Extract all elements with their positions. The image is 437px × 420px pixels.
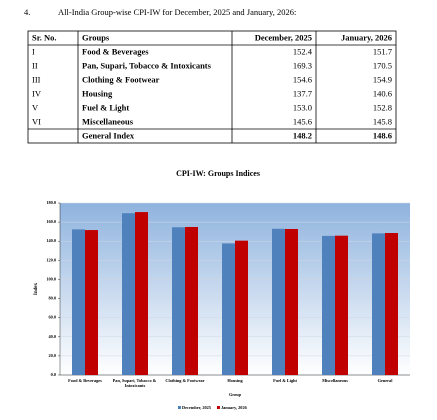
table-cell: 170.5 xyxy=(373,60,392,70)
column-header: December, 2025 xyxy=(255,32,312,42)
x-tick-label: Pan, Supari, Tobacco & Intoxicants xyxy=(113,378,158,388)
table-cell: 152.4 xyxy=(293,46,313,56)
table-cell: V xyxy=(32,102,39,112)
table-cell: Fuel & Light xyxy=(82,102,129,112)
y-tick-label: 120.0 xyxy=(46,257,56,262)
x-axis-label: Group xyxy=(229,392,242,397)
x-tick-label: Miscellaneous xyxy=(322,378,348,383)
table-cell: Pan, Supari, Tobacco & Intoxicants xyxy=(82,60,212,70)
bar xyxy=(185,226,198,375)
column-header: Sr. No. xyxy=(32,32,56,42)
total-cell: General Index xyxy=(82,130,135,140)
x-tick-label: Housing xyxy=(227,378,243,383)
x-tick-label: Food & Beverages xyxy=(68,378,102,383)
bar xyxy=(372,233,385,375)
table-cell: Clothing & Footwear xyxy=(82,74,160,84)
table-cell: 169.3 xyxy=(293,60,312,70)
table-cell: 153.0 xyxy=(293,102,312,112)
bar xyxy=(135,212,148,375)
bar xyxy=(222,243,235,375)
y-tick-label: 80.0 xyxy=(48,296,56,301)
bar xyxy=(72,229,85,375)
table-cell: I xyxy=(32,46,35,56)
table-cell: 152.8 xyxy=(373,102,392,112)
table-cell: Food & Beverages xyxy=(82,46,149,56)
bar xyxy=(335,235,348,375)
x-tick-label: General xyxy=(378,378,394,383)
legend-label: January, 2026 xyxy=(221,405,248,410)
table-cell: IV xyxy=(32,88,42,98)
column-header: January, 2026 xyxy=(341,32,392,42)
table-cell: 145.6 xyxy=(293,116,312,126)
bar xyxy=(385,233,398,375)
table: Sr. No. Groups December, 2025 January, 2026… xyxy=(27,30,397,144)
bar xyxy=(285,228,298,375)
bar xyxy=(85,230,98,375)
legend-swatch xyxy=(178,406,181,409)
table-cell: 154.9 xyxy=(373,74,392,84)
x-tick-label: Clothing & Footwear xyxy=(165,378,204,383)
chart-title: CPI-IW: Groups Indices xyxy=(176,169,260,178)
table-cell: II xyxy=(32,60,38,70)
bar xyxy=(122,213,135,375)
x-tick-label: Fuel & Light xyxy=(273,378,297,383)
heading-text: All-India Group-wise CPI-IW for December… xyxy=(58,7,296,17)
total-cell: 148.6 xyxy=(373,130,392,140)
table-border xyxy=(27,30,397,144)
table-cell: Housing xyxy=(82,88,113,98)
y-tick-label: 40.0 xyxy=(48,334,56,339)
chart: 0.0 20.0 40.0 60.0 80.0 100.0 120.0 140.0 160.0 1… xyxy=(46,200,410,410)
y-tick-label: 160.0 xyxy=(46,219,56,224)
bar xyxy=(322,235,335,375)
table-cell: III xyxy=(32,74,41,84)
legend-label: December, 2025 xyxy=(182,405,211,410)
table-cell: 154.6 xyxy=(293,74,312,84)
bar xyxy=(235,240,248,375)
total-cell: 148.2 xyxy=(293,130,312,140)
y-tick-label: 60.0 xyxy=(48,315,56,320)
heading-number: 4. xyxy=(24,7,30,17)
y-tick-label: 0.0 xyxy=(51,372,56,377)
y-tick-label: 180.0 xyxy=(46,200,56,205)
y-tick-label: 100.0 xyxy=(46,276,56,281)
table-cell: VI xyxy=(32,116,41,126)
table-cell: Miscellaneous xyxy=(82,116,134,126)
column-header: Groups xyxy=(82,32,110,42)
y-tick-label: 20.0 xyxy=(48,353,56,358)
table-cell: 137.7 xyxy=(293,88,312,98)
y-tick-label: 140.0 xyxy=(46,238,56,243)
table-cell: 145.8 xyxy=(373,116,392,126)
bar xyxy=(272,228,285,375)
y-axis-label: Index xyxy=(34,282,39,295)
bar xyxy=(172,227,185,375)
table-cell: 140.6 xyxy=(373,88,392,98)
legend-swatch xyxy=(216,406,220,409)
table-cell: 151.7 xyxy=(373,46,392,56)
